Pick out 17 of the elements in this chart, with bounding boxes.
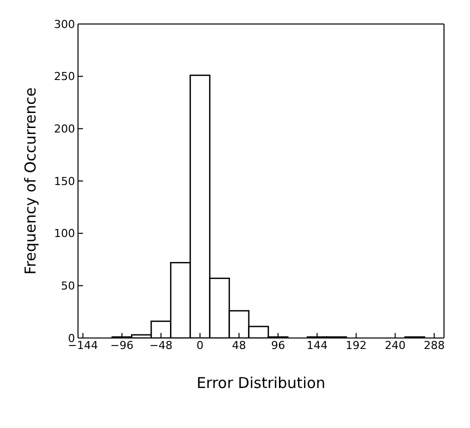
x-tick-label: 96 <box>271 338 286 352</box>
y-axis-title: Frequency of Occurrence <box>21 87 40 275</box>
y-tick-label: 100 <box>54 227 75 240</box>
x-tick-label: 240 <box>384 338 406 352</box>
x-tick-label: 288 <box>424 338 445 352</box>
x-tick-label: 144 <box>306 338 328 352</box>
y-tick-label: 200 <box>54 122 75 136</box>
x-tick-label: 0 <box>196 338 204 352</box>
x-tick-label: −48 <box>149 338 173 352</box>
y-tick-label: 250 <box>54 70 75 84</box>
y-tick-label: 300 <box>54 18 75 31</box>
y-tick-label: 150 <box>54 174 75 188</box>
x-tick-label: 48 <box>232 338 246 352</box>
x-axis-title: Error Distribution <box>196 374 326 392</box>
x-tick-label: −96 <box>110 338 134 352</box>
x-tick-label: 192 <box>346 338 367 352</box>
y-tick-label: 50 <box>61 280 75 293</box>
